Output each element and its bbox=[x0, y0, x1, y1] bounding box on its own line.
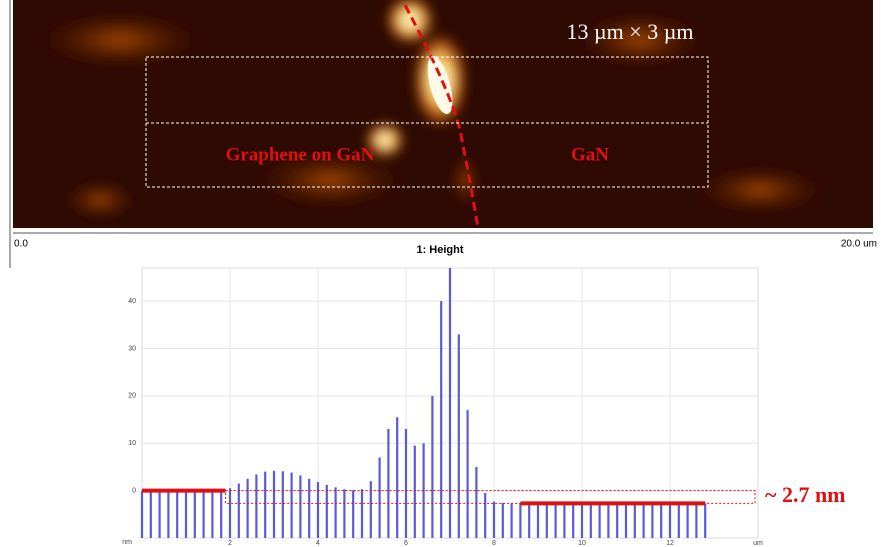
y-tick-label: 10 bbox=[128, 440, 136, 447]
x-tick-label: 2 bbox=[228, 540, 232, 547]
axis-start: 0.0 bbox=[14, 239, 28, 250]
x-tick-label: 12 bbox=[666, 540, 674, 547]
afm-image bbox=[13, 0, 873, 228]
axis-end: 20.0 um bbox=[841, 239, 877, 250]
region-label: Graphene on GaN bbox=[226, 144, 375, 165]
profile-chart: 0 10 20 30 40 2 4 6 8 10 12 nm um ~ 2.7 nm bbox=[122, 268, 846, 547]
y-tick-label: 40 bbox=[128, 298, 136, 305]
x-tick-label: 4 bbox=[316, 540, 320, 547]
y-tick-label: 0 bbox=[132, 487, 136, 494]
scale-label: 13 µm × 3 µm bbox=[567, 19, 694, 44]
region-label: GaN bbox=[571, 144, 609, 165]
annotation: ~ 2.7 nm bbox=[765, 482, 846, 507]
x-tick-label: 10 bbox=[578, 540, 586, 547]
difference-box bbox=[225, 490, 756, 504]
x-unit: um bbox=[753, 540, 763, 547]
y-unit: nm bbox=[122, 539, 132, 546]
x-tick-label: 6 bbox=[404, 540, 408, 547]
y-tick-label: 30 bbox=[128, 345, 136, 352]
image-title: 1: Height bbox=[416, 244, 463, 256]
y-tick-label: 20 bbox=[128, 393, 136, 400]
x-tick-label: 8 bbox=[492, 540, 496, 547]
